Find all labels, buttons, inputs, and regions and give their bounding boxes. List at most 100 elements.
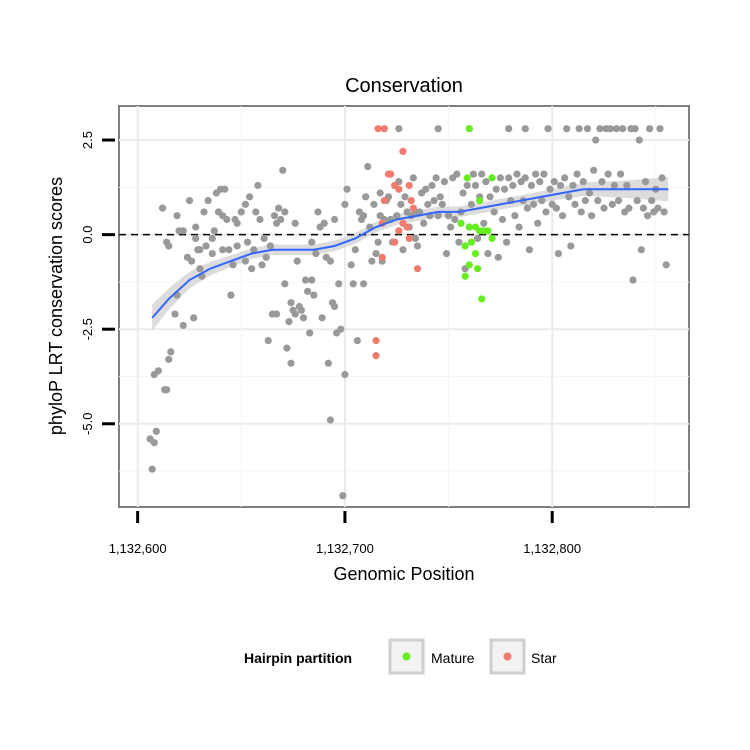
data-point-other — [646, 125, 654, 133]
data-points — [146, 125, 670, 500]
data-point-other — [610, 181, 618, 190]
data-point-other — [619, 125, 627, 133]
data-point-star — [405, 234, 413, 243]
data-point-other — [662, 261, 670, 269]
data-point-other — [310, 291, 318, 299]
legend-key-star — [489, 638, 526, 675]
data-point-other — [343, 185, 351, 193]
data-point-other — [430, 196, 438, 205]
data-point-other — [395, 125, 403, 133]
data-point-other — [165, 355, 173, 364]
data-point-other — [490, 208, 498, 216]
data-point-other — [179, 227, 187, 235]
data-point-other — [633, 196, 641, 205]
data-point-other — [370, 200, 378, 208]
data-point-mature — [488, 174, 496, 182]
data-point-other — [314, 208, 322, 216]
data-point-other — [592, 136, 600, 144]
data-point-other — [617, 170, 625, 178]
data-point-mature — [471, 249, 480, 258]
data-point-other — [482, 178, 490, 186]
data-point-star — [380, 196, 388, 205]
data-point-other — [463, 181, 471, 190]
data-point-mature — [465, 125, 473, 133]
data-point-other — [324, 359, 332, 367]
data-point-other — [434, 125, 442, 133]
data-point-other — [532, 170, 540, 178]
data-point-other — [154, 367, 162, 375]
data-point-other — [148, 465, 156, 473]
data-point-other — [312, 249, 320, 258]
data-point-other — [221, 185, 229, 193]
data-point-other — [550, 178, 558, 186]
data-point-star — [395, 227, 403, 235]
data-point-other — [254, 181, 262, 190]
data-point-other — [631, 125, 639, 133]
data-point-other — [641, 178, 650, 186]
data-point-other — [326, 257, 335, 265]
legend-marker-star — [503, 652, 512, 661]
data-point-other — [150, 439, 158, 447]
data-point-star — [409, 204, 417, 212]
data-point-other — [447, 223, 455, 231]
data-point-mature — [461, 272, 469, 280]
data-point-mature — [476, 196, 484, 205]
data-point-other — [330, 302, 339, 311]
data-point-star — [374, 125, 382, 133]
data-point-other — [527, 181, 536, 190]
data-point-other — [272, 310, 281, 318]
data-point-other — [326, 416, 335, 424]
data-point-other — [208, 249, 216, 258]
data-point-other — [359, 212, 368, 220]
data-point-star — [395, 185, 403, 193]
data-point-other — [409, 174, 417, 182]
confidence-band — [152, 177, 669, 332]
y-tick-label: 0.0 — [80, 226, 95, 244]
data-point-other — [660, 208, 668, 216]
data-point-other — [287, 359, 295, 367]
data-point-other — [202, 242, 210, 250]
data-point-mature — [465, 261, 473, 269]
data-point-other — [304, 287, 312, 295]
data-point-other — [291, 310, 299, 318]
data-point-other — [505, 174, 513, 182]
data-point-other — [558, 212, 567, 220]
data-point-other — [434, 212, 442, 220]
data-point-other — [565, 193, 573, 201]
data-point-other — [521, 174, 529, 182]
data-point-other — [245, 193, 254, 201]
data-point-other — [467, 200, 475, 208]
data-point-other — [471, 181, 480, 190]
data-point-other — [486, 193, 494, 201]
data-point-star — [372, 336, 380, 345]
data-point-other — [219, 246, 227, 254]
y-tick-label: -2.5 — [80, 318, 95, 340]
legend: Hairpin partition Mature Star — [244, 638, 557, 675]
data-point-other — [258, 261, 266, 269]
legend-title: Hairpin partition — [244, 650, 352, 666]
data-point-other — [629, 276, 637, 284]
data-point-other — [264, 336, 272, 345]
data-point-other — [337, 325, 345, 333]
data-point-other — [158, 204, 167, 212]
data-point-other — [529, 200, 538, 208]
data-point-other — [362, 193, 370, 201]
data-point-other — [484, 249, 492, 258]
data-point-other — [459, 189, 467, 197]
data-point-other — [353, 336, 361, 345]
data-point-other — [600, 204, 608, 212]
data-point-other — [376, 189, 384, 197]
data-point-other — [196, 246, 204, 254]
data-point-mature — [463, 174, 471, 182]
data-point-other — [399, 246, 407, 254]
data-point-other — [444, 212, 453, 220]
x-tick-label: 1,132,700 — [316, 541, 374, 556]
data-point-other — [229, 261, 237, 269]
data-point-other — [561, 174, 569, 182]
data-point-other — [173, 212, 181, 220]
grid-lines — [119, 106, 689, 507]
smooth-fit-layer — [151, 188, 669, 319]
data-point-other — [442, 249, 451, 258]
data-point-star — [372, 352, 380, 360]
data-point-other — [625, 204, 633, 212]
